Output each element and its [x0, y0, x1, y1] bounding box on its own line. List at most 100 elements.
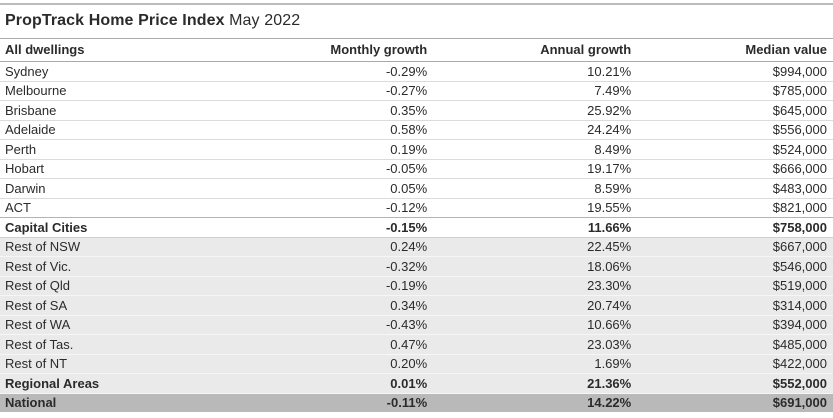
median-value-cell: $758,000	[637, 217, 833, 238]
annual-growth-cell: 21.36%	[433, 373, 638, 394]
monthly-growth-cell: 0.20%	[258, 354, 434, 374]
annual-growth-cell: 23.03%	[433, 334, 638, 355]
table-row: National -0.11% 14.22% $691,000	[0, 393, 833, 412]
column-header-median-value: Median value	[637, 39, 833, 62]
dwelling-name-cell: Regional Areas	[0, 373, 259, 394]
dwelling-name-cell: Sydney	[0, 61, 259, 82]
dwelling-name-cell: Rest of Vic.	[0, 256, 259, 277]
median-value-cell: $821,000	[637, 198, 833, 218]
median-value-cell: $785,000	[637, 81, 833, 101]
table-row: Rest of NT 0.20% 1.69% $422,000	[0, 354, 833, 374]
table-row: Rest of WA -0.43% 10.66% $394,000	[0, 315, 833, 335]
annual-growth-cell: 22.45%	[433, 237, 638, 257]
table-row: Rest of NSW 0.24% 22.45% $667,000	[0, 237, 833, 257]
home-price-index-table: All dwellings Monthly growth Annual grow…	[0, 39, 833, 412]
column-header-monthly-growth: Monthly growth	[258, 39, 434, 62]
median-value-cell: $394,000	[637, 315, 833, 335]
monthly-growth-cell: 0.19%	[258, 139, 434, 160]
median-value-cell: $524,000	[637, 139, 833, 160]
monthly-growth-cell: -0.11%	[258, 393, 434, 412]
table-row: Adelaide 0.58% 24.24% $556,000	[0, 120, 833, 140]
median-value-cell: $691,000	[637, 393, 833, 412]
median-value-cell: $556,000	[637, 120, 833, 140]
monthly-growth-cell: -0.27%	[258, 81, 434, 101]
table-row: ACT -0.12% 19.55% $821,000	[0, 198, 833, 218]
median-value-cell: $666,000	[637, 159, 833, 179]
table-header-row: All dwellings Monthly growth Annual grow…	[0, 39, 833, 62]
monthly-growth-cell: 0.34%	[258, 295, 434, 316]
monthly-growth-cell: 0.47%	[258, 334, 434, 355]
table-row: Rest of Vic. -0.32% 18.06% $546,000	[0, 256, 833, 277]
dwelling-name-cell: Darwin	[0, 178, 259, 199]
table-row: Perth 0.19% 8.49% $524,000	[0, 139, 833, 160]
table-row: Capital Cities -0.15% 11.66% $758,000	[0, 217, 833, 238]
annual-growth-cell: 20.74%	[433, 295, 638, 316]
annual-growth-cell: 8.49%	[433, 139, 638, 160]
table-row: Brisbane 0.35% 25.92% $645,000	[0, 100, 833, 121]
median-value-cell: $552,000	[637, 373, 833, 394]
monthly-growth-cell: -0.12%	[258, 198, 434, 218]
annual-growth-cell: 8.59%	[433, 178, 638, 199]
median-value-cell: $483,000	[637, 178, 833, 199]
monthly-growth-cell: -0.29%	[258, 61, 434, 82]
annual-growth-cell: 10.66%	[433, 315, 638, 335]
annual-growth-cell: 7.49%	[433, 81, 638, 101]
monthly-growth-cell: 0.58%	[258, 120, 434, 140]
median-value-cell: $314,000	[637, 295, 833, 316]
annual-growth-cell: 19.55%	[433, 198, 638, 218]
monthly-growth-cell: -0.32%	[258, 256, 434, 277]
dwelling-name-cell: Perth	[0, 139, 259, 160]
dwelling-name-cell: Brisbane	[0, 100, 259, 121]
monthly-growth-cell: -0.05%	[258, 159, 434, 179]
monthly-growth-cell: 0.05%	[258, 178, 434, 199]
annual-growth-cell: 1.69%	[433, 354, 638, 374]
dwelling-name-cell: Rest of NT	[0, 354, 259, 374]
monthly-growth-cell: 0.01%	[258, 373, 434, 394]
median-value-cell: $485,000	[637, 334, 833, 355]
table-row: Rest of Qld -0.19% 23.30% $519,000	[0, 276, 833, 296]
annual-growth-cell: 18.06%	[433, 256, 638, 277]
dwelling-name-cell: Rest of Tas.	[0, 334, 259, 355]
table-row: Regional Areas 0.01% 21.36% $552,000	[0, 373, 833, 394]
annual-growth-cell: 19.17%	[433, 159, 638, 179]
dwelling-name-cell: National	[0, 393, 259, 412]
median-value-cell: $422,000	[637, 354, 833, 374]
dwelling-name-cell: ACT	[0, 198, 259, 218]
title-main: PropTrack Home Price Index	[5, 12, 225, 29]
table-body: Sydney -0.29% 10.21% $994,000 Melbourne -0.27…	[0, 61, 833, 412]
median-value-cell: $667,000	[637, 237, 833, 257]
table-row: Hobart -0.05% 19.17% $666,000	[0, 159, 833, 179]
dwelling-name-cell: Rest of Qld	[0, 276, 259, 296]
annual-growth-cell: 25.92%	[433, 100, 638, 121]
dwelling-name-cell: Melbourne	[0, 81, 259, 101]
annual-growth-cell: 14.22%	[433, 393, 638, 412]
median-value-cell: $994,000	[637, 61, 833, 82]
title-period: May 2022	[229, 12, 301, 29]
table-row: Darwin 0.05% 8.59% $483,000	[0, 178, 833, 199]
column-header-annual-growth: Annual growth	[433, 39, 638, 62]
monthly-growth-cell: 0.35%	[258, 100, 434, 121]
monthly-growth-cell: -0.15%	[258, 217, 434, 238]
table-row: Melbourne -0.27% 7.49% $785,000	[0, 81, 833, 101]
dwelling-name-cell: Capital Cities	[0, 217, 259, 238]
median-value-cell: $645,000	[637, 100, 833, 121]
dwelling-name-cell: Adelaide	[0, 120, 259, 140]
annual-growth-cell: 10.21%	[433, 61, 638, 82]
table-row: Rest of SA 0.34% 20.74% $314,000	[0, 295, 833, 316]
monthly-growth-cell: -0.43%	[258, 315, 434, 335]
median-value-cell: $519,000	[637, 276, 833, 296]
monthly-growth-cell: -0.19%	[258, 276, 434, 296]
page-title: PropTrack Home Price Index May 2022	[0, 3, 833, 39]
dwelling-name-cell: Rest of WA	[0, 315, 259, 335]
dwelling-name-cell: Rest of SA	[0, 295, 259, 316]
annual-growth-cell: 11.66%	[433, 217, 638, 238]
dwelling-name-cell: Hobart	[0, 159, 259, 179]
median-value-cell: $546,000	[637, 256, 833, 277]
annual-growth-cell: 23.30%	[433, 276, 638, 296]
dwelling-name-cell: Rest of NSW	[0, 237, 259, 257]
table-row: Sydney -0.29% 10.21% $994,000	[0, 61, 833, 82]
annual-growth-cell: 24.24%	[433, 120, 638, 140]
table-row: Rest of Tas. 0.47% 23.03% $485,000	[0, 334, 833, 355]
column-header-all-dwellings: All dwellings	[0, 39, 259, 62]
